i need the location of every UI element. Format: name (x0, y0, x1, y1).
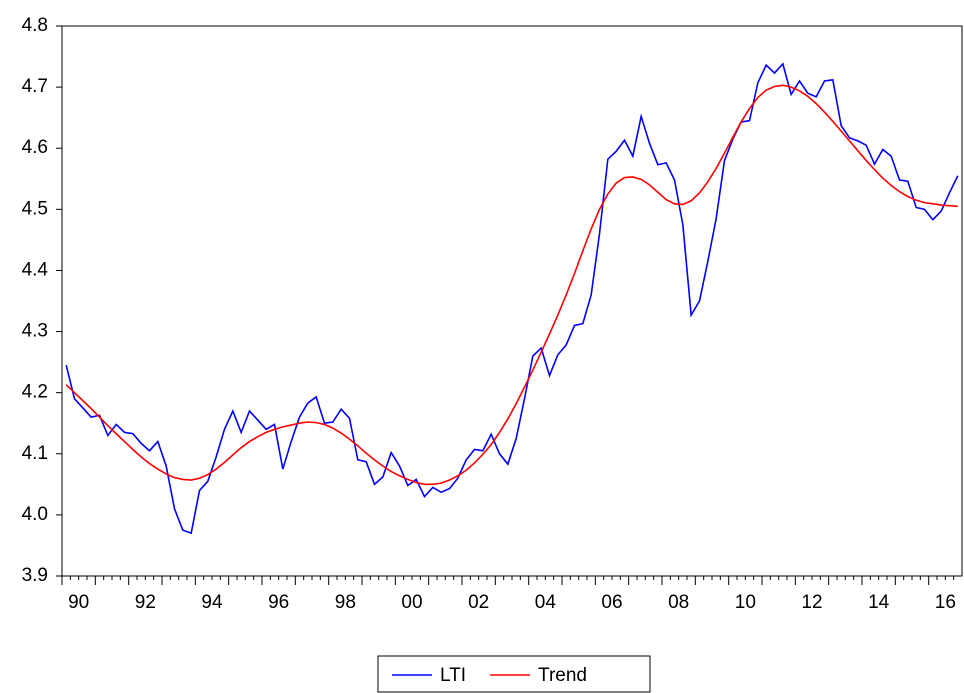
y-tick-label: 4.5 (22, 198, 48, 219)
x-tick-label: 16 (935, 592, 956, 613)
x-tick-label: 12 (801, 592, 822, 613)
x-tick-label: 02 (468, 592, 489, 613)
line-series (65, 62, 959, 535)
y-tick-label: 4.4 (22, 259, 49, 280)
x-tick-label: 06 (601, 592, 622, 613)
y-tick-label: 4.0 (22, 504, 48, 525)
y-tick-label: 4.1 (22, 443, 48, 464)
x-tick-label: 94 (201, 592, 223, 613)
y-tick-label: 3.9 (22, 565, 48, 586)
x-tick-label: 10 (735, 592, 756, 613)
x-tick-label: 98 (335, 592, 356, 613)
legend-label: LTI (440, 665, 466, 686)
plot-frame (61, 25, 963, 577)
legend-box (377, 655, 651, 693)
y-tick-label: 4.7 (22, 76, 48, 97)
x-tick-label: 04 (535, 592, 557, 613)
legend-label: Trend (538, 665, 587, 686)
y-tick-label: 4.2 (22, 382, 48, 403)
x-tick-label: 96 (268, 592, 289, 613)
x-tick-label: 14 (868, 592, 890, 613)
x-tick-label: 92 (135, 592, 156, 613)
y-tick-label: 4.6 (22, 137, 48, 158)
line-series (65, 84, 958, 486)
x-tick-label: 08 (668, 592, 689, 613)
y-tick-label: 4.3 (22, 321, 48, 342)
x-tick-label: 00 (401, 592, 422, 613)
y-tick-label: 4.8 (22, 15, 48, 36)
x-tick-label: 90 (68, 592, 89, 613)
